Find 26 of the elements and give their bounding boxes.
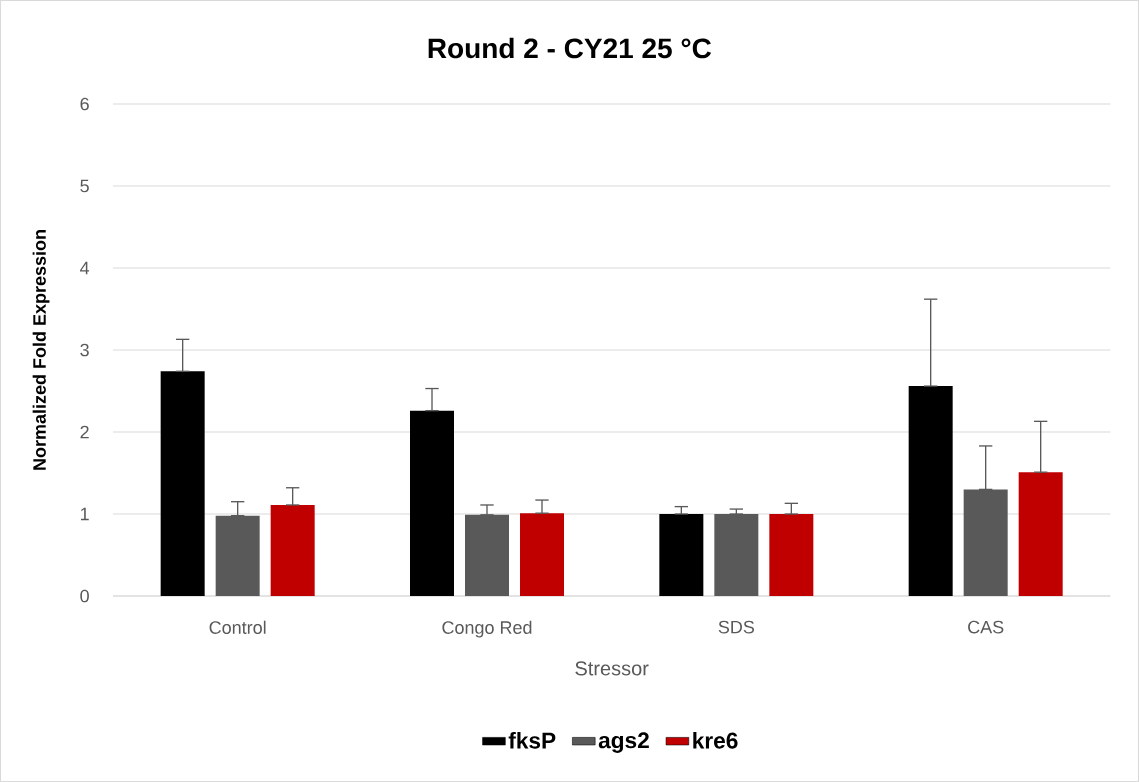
y-tick-label: 0 — [80, 589, 89, 603]
x-tick-label: CAS — [968, 620, 1004, 634]
x-tick-label: Control — [209, 620, 266, 634]
y-tick-label: 2 — [80, 425, 89, 439]
x-tick-label: SDS — [718, 620, 755, 634]
bar — [520, 513, 564, 596]
bar — [1018, 472, 1063, 596]
y-tick-label: 5 — [80, 179, 89, 193]
chart-title: Round 2 - CY21 25 °C — [428, 37, 712, 59]
y-tick-label: 3 — [80, 343, 89, 357]
bar — [160, 371, 205, 596]
bar — [659, 514, 704, 596]
bar — [769, 514, 814, 596]
x-tick-label: Congo Red — [442, 620, 532, 638]
bar — [714, 514, 759, 596]
legend-label: kre6 — [693, 731, 738, 749]
y-axis-title: Normalized Fold Expression — [32, 230, 50, 470]
bar — [410, 410, 454, 596]
legend-label: fksP — [508, 731, 556, 749]
bar — [270, 504, 315, 596]
y-tick-label: 4 — [80, 261, 90, 275]
y-tick-label: 6 — [80, 97, 89, 111]
bar — [908, 386, 953, 596]
legend-label: ags2 — [598, 732, 649, 753]
y-tick-label: 1 — [80, 507, 89, 521]
x-axis-title: Stressor — [575, 661, 649, 676]
